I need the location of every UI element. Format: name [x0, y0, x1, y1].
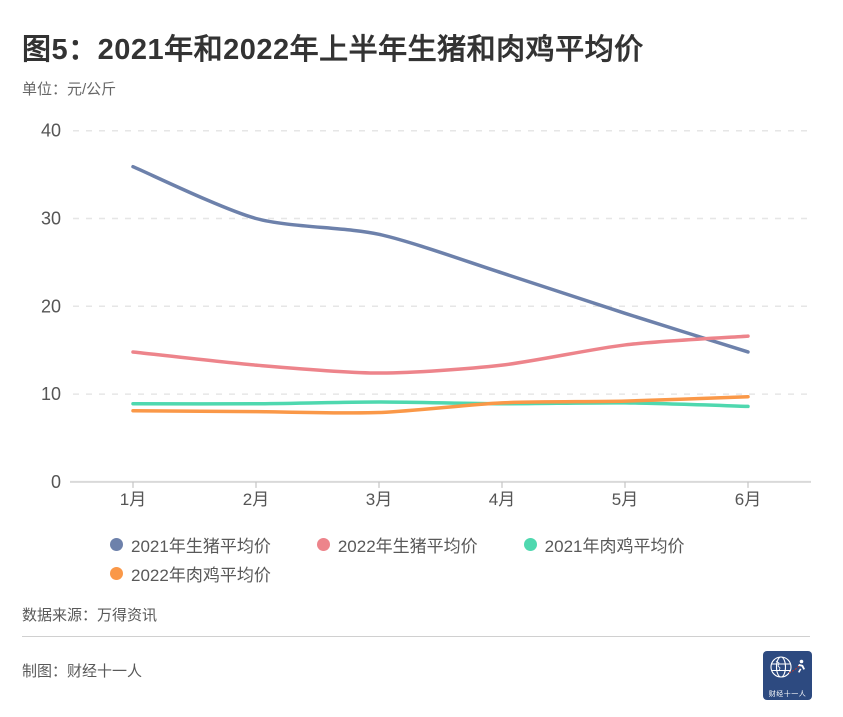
line-series-3 [131, 394, 750, 415]
legend-label: 2021年生猪平均价 [131, 536, 271, 556]
logo-text: 财经十一人 [768, 691, 807, 698]
divider-line [22, 636, 810, 637]
legend-dot-icon [110, 566, 123, 580]
legend-item-3[interactable]: 2022年肉鸡平均价 [110, 563, 271, 585]
x-axis-label: 6月 [735, 490, 761, 509]
legend-label: 2021年肉鸡平均价 [544, 536, 685, 556]
y-axis-label: 10 [41, 384, 61, 404]
legend-label: 2022年生猪平均价 [337, 536, 478, 556]
legend: 2021年生猪平均价 2022年生猪平均价 2021年肉鸡平均价 2022年肉鸡平均价 [110, 534, 782, 585]
data-source-label: 数据来源：万得资讯 [22, 607, 158, 624]
chart: 0 10 20 30 40 1月 2月 3月 4月 5月 6月 [0, 100, 843, 520]
legend-item-1[interactable]: 2022年生猪平均价 [316, 534, 478, 556]
credit-label: 制图：财经十一人 [22, 663, 143, 680]
y-axis-label: 40 [41, 121, 61, 141]
x-axis-label: 1月 [120, 490, 146, 509]
line-series-0 [131, 164, 750, 354]
x-axis-label: 5月 [612, 490, 638, 509]
legend-label: 2022年肉鸡平均价 [131, 565, 271, 585]
legend-item-0[interactable]: 2021年生猪平均价 [110, 534, 271, 556]
x-axis-label: 2月 [243, 490, 269, 509]
legend-dot-icon [110, 537, 123, 551]
legend-dot-icon [523, 537, 537, 551]
y-axis-label: 0 [51, 472, 61, 492]
y-axis-label: 20 [41, 296, 61, 316]
y-axis-label: 30 [41, 209, 61, 229]
publisher-logo: 财经十一人 [763, 651, 812, 700]
chart-plot-area: 0 10 20 30 40 1月 2月 3月 4月 5月 6月 [41, 121, 811, 509]
line-series-1 [131, 334, 750, 375]
legend-dot-icon [316, 537, 330, 551]
line-series-2 [131, 400, 750, 409]
unit-label: 单位：元/公斤 [22, 81, 117, 98]
x-axis-label: 4月 [489, 490, 515, 509]
chart-title: 图5：2021年和2022年上半年生猪和肉鸡平均价 [22, 34, 644, 66]
x-axis-label: 3月 [366, 490, 392, 509]
legend-item-2[interactable]: 2021年肉鸡平均价 [523, 534, 685, 556]
globe-runner-icon [770, 656, 805, 678]
